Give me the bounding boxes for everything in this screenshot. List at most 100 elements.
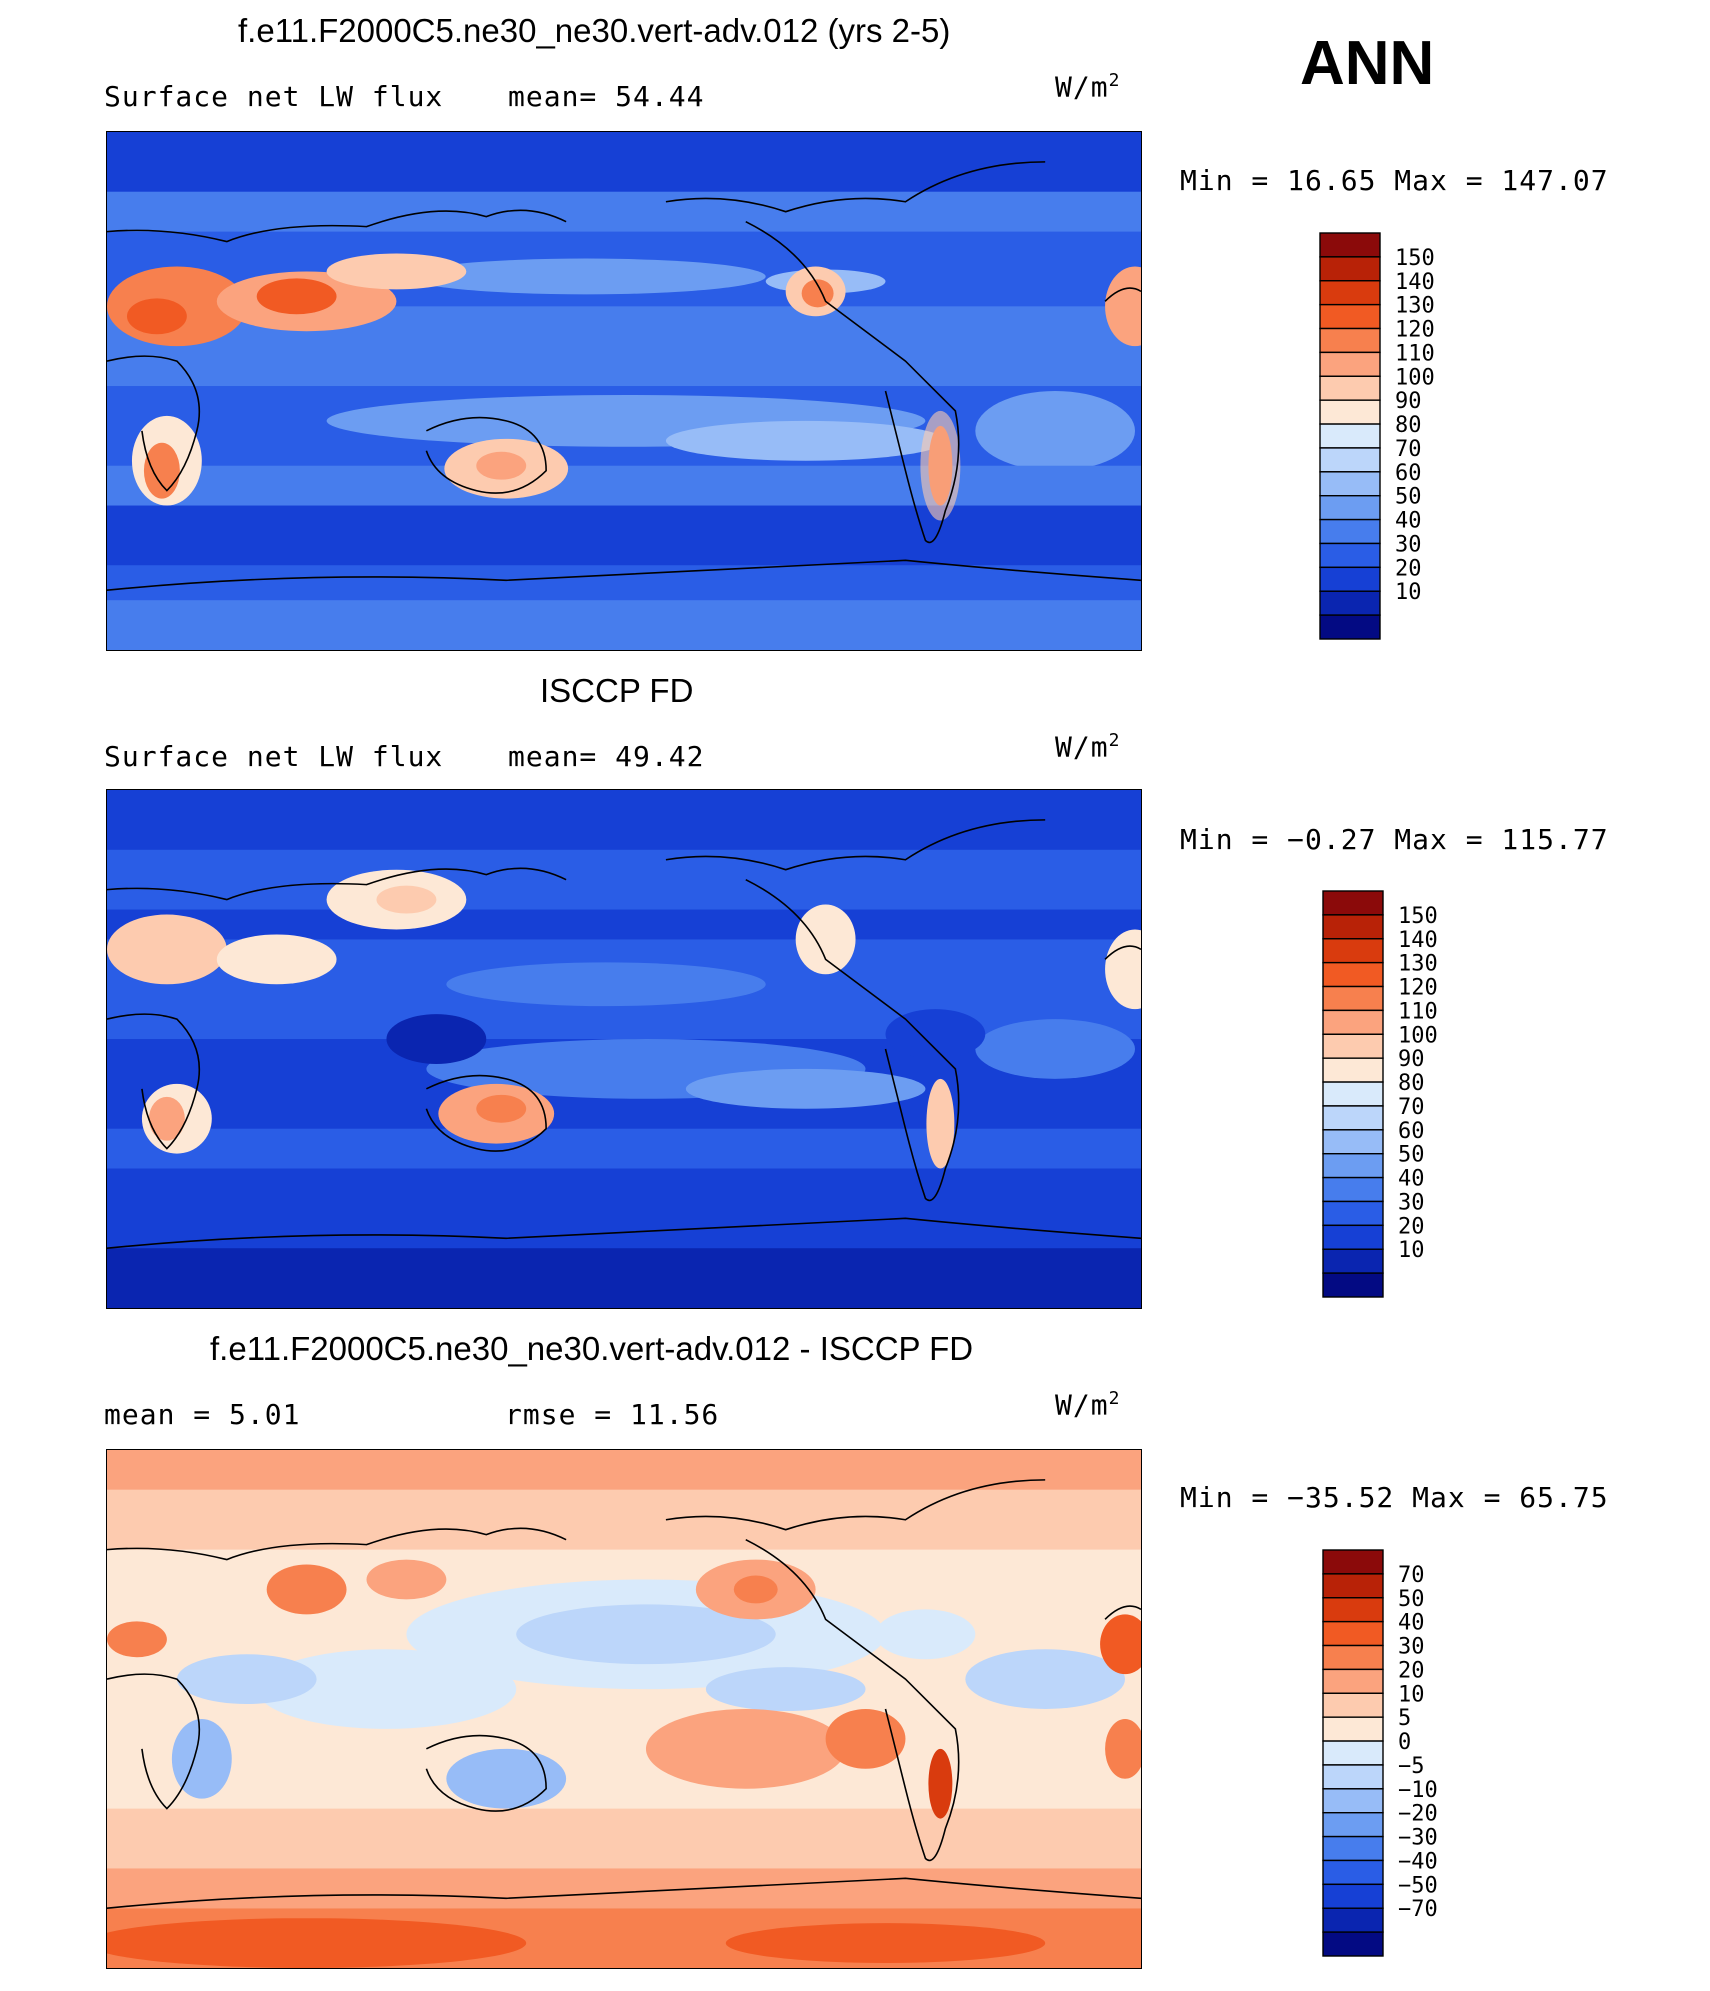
colorbar-label: 110 xyxy=(1395,341,1435,366)
colorbar-swatch xyxy=(1322,1931,1384,1957)
colorbar-swatch xyxy=(1322,1859,1384,1886)
colorbar-label: 130 xyxy=(1398,952,1438,977)
panel2-colorbar: 150 140 130 120 110 100 90 80 70 60 50 40 30 20 10 xyxy=(1322,890,1522,1300)
colorbar-swatch xyxy=(1319,423,1381,449)
colorbar-swatch xyxy=(1322,1716,1384,1742)
colorbar-label: 20 xyxy=(1398,1658,1425,1683)
colorbar-swatch xyxy=(1319,327,1381,354)
panel1-title: f.e11.F2000C5.ne30_ne30.vert-adv.012 (yr… xyxy=(238,12,951,49)
colorbar-label: 50 xyxy=(1395,485,1422,510)
colorbar-label: 0 xyxy=(1398,1730,1411,1755)
colorbar-label: 70 xyxy=(1398,1095,1425,1120)
colorbar-label: 20 xyxy=(1395,556,1422,581)
colorbar-label: −5 xyxy=(1398,1754,1425,1779)
colorbar-swatch xyxy=(1319,375,1381,401)
colorbar-swatch xyxy=(1319,495,1381,521)
colorbar-swatch xyxy=(1322,1224,1384,1250)
colorbar-swatch xyxy=(1319,351,1381,377)
colorbar-swatch xyxy=(1322,938,1384,964)
colorbar-swatch xyxy=(1322,914,1384,940)
colorbar-swatch xyxy=(1322,1081,1384,1107)
panel3-rmse: rmse = 11.56 xyxy=(505,1398,720,1431)
colorbar-label: 50 xyxy=(1398,1587,1425,1612)
panel2-units: W/m2 xyxy=(1055,730,1121,764)
colorbar-label: 80 xyxy=(1395,413,1422,438)
colorbar-label: 30 xyxy=(1395,532,1422,557)
colorbar-swatch xyxy=(1322,1883,1384,1909)
colorbar-label: 40 xyxy=(1398,1611,1425,1636)
colorbar-label: −70 xyxy=(1398,1897,1438,1922)
colorbar-swatch xyxy=(1322,1907,1384,1933)
panel1-variable: Surface net LW flux xyxy=(104,80,444,113)
colorbar-label: 10 xyxy=(1395,580,1422,605)
colorbar-swatch xyxy=(1322,1009,1384,1035)
panel1-units: W/m2 xyxy=(1055,70,1121,104)
colorbar-swatch xyxy=(1322,1764,1384,1790)
colorbar-swatch xyxy=(1319,542,1381,569)
colorbar-label: 100 xyxy=(1395,365,1435,390)
colorbar-swatch xyxy=(1322,1176,1384,1203)
colorbar-label: −30 xyxy=(1398,1826,1438,1851)
colorbar-swatch xyxy=(1322,1597,1384,1623)
colorbar-label: 120 xyxy=(1398,976,1438,1001)
colorbar-label: −40 xyxy=(1398,1849,1438,1874)
panel3-mean: mean = 5.01 xyxy=(104,1398,301,1431)
colorbar-label: 110 xyxy=(1398,999,1438,1024)
colorbar-swatch xyxy=(1322,985,1384,1012)
season-label: ANN xyxy=(1300,29,1435,98)
panel2-minmax: Min = −0.27 Max = 115.77 xyxy=(1180,823,1609,856)
colorbar-label: 30 xyxy=(1398,1190,1425,1215)
panel1-map xyxy=(106,131,1142,651)
panel2-mean: mean= 49.42 xyxy=(508,740,705,773)
colorbar-swatch xyxy=(1322,1740,1384,1766)
panel2-map-svg xyxy=(107,790,1141,1308)
colorbar-swatch xyxy=(1322,1692,1384,1718)
colorbar-swatch xyxy=(1322,1105,1384,1131)
colorbar-swatch xyxy=(1322,1153,1384,1179)
colorbar-label: 120 xyxy=(1395,318,1435,343)
colorbar-swatch xyxy=(1322,1835,1384,1862)
colorbar-swatch xyxy=(1322,890,1384,916)
colorbar-swatch xyxy=(1319,280,1381,306)
panel3-map-svg xyxy=(107,1450,1141,1968)
colorbar-label: 40 xyxy=(1395,509,1422,534)
colorbar-label: 100 xyxy=(1398,1023,1438,1048)
colorbar-label: 150 xyxy=(1398,904,1438,929)
colorbar-swatch xyxy=(1319,614,1381,640)
colorbar-label: 20 xyxy=(1398,1214,1425,1239)
panel1-mean: mean= 54.44 xyxy=(508,80,705,113)
panel1-map-svg xyxy=(107,132,1141,650)
colorbar-label: 10 xyxy=(1398,1238,1425,1263)
colorbar-swatch xyxy=(1322,1057,1384,1083)
colorbar-label: 150 xyxy=(1395,246,1435,271)
colorbar-label: 40 xyxy=(1398,1167,1425,1192)
colorbar-swatch xyxy=(1322,1573,1384,1599)
colorbar-swatch xyxy=(1319,399,1381,425)
colorbar-label: 70 xyxy=(1395,437,1422,462)
panel1-minmax: Min = 16.65 Max = 147.07 xyxy=(1180,164,1609,197)
colorbar-label: 30 xyxy=(1398,1635,1425,1660)
colorbar-swatch xyxy=(1322,1620,1384,1647)
colorbar-swatch xyxy=(1322,961,1384,988)
panel3-title: f.e11.F2000C5.ne30_ne30.vert-adv.012 - I… xyxy=(210,1330,974,1367)
colorbar-swatch xyxy=(1322,1248,1384,1274)
colorbar-swatch xyxy=(1319,232,1381,258)
colorbar-label: 5 xyxy=(1398,1706,1411,1731)
colorbar-label: 10 xyxy=(1398,1682,1425,1707)
panel2-map xyxy=(106,789,1142,1309)
panel3-units: W/m2 xyxy=(1055,1388,1121,1422)
colorbar-label: −50 xyxy=(1398,1873,1438,1898)
panel2-title: ISCCP FD xyxy=(540,672,694,709)
panel2-variable: Surface net LW flux xyxy=(104,740,444,773)
colorbar-label: 130 xyxy=(1395,294,1435,319)
colorbar-label: −10 xyxy=(1398,1778,1438,1803)
colorbar-label: −20 xyxy=(1398,1802,1438,1827)
colorbar-label: 70 xyxy=(1398,1563,1425,1588)
colorbar-swatch xyxy=(1322,1668,1384,1694)
colorbar-label: 140 xyxy=(1395,270,1435,295)
colorbar-swatch xyxy=(1319,303,1381,330)
colorbar-swatch xyxy=(1322,1549,1384,1575)
